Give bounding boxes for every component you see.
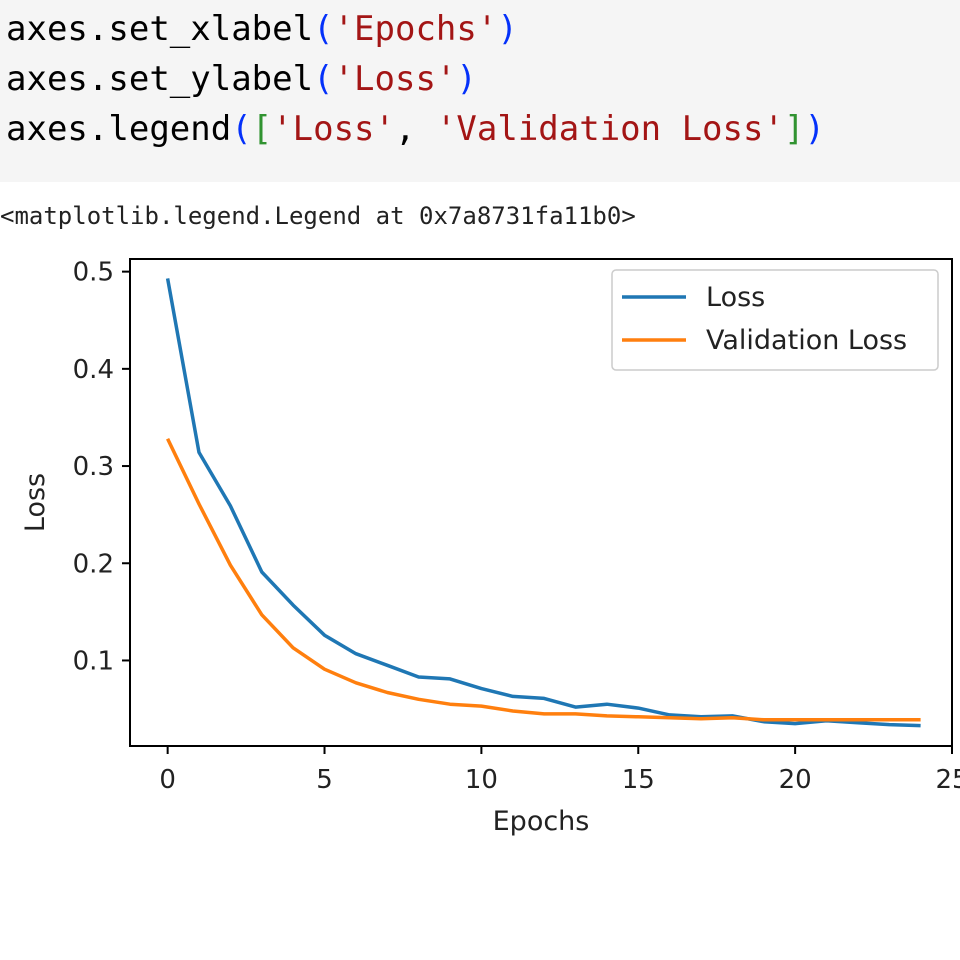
legend-label: Loss bbox=[706, 282, 765, 313]
x-tick-label: 0 bbox=[159, 765, 176, 795]
legend-label: Validation Loss bbox=[706, 325, 907, 356]
code-close-bracket: ] bbox=[783, 109, 805, 149]
code-dot: . bbox=[87, 109, 109, 149]
legend: Loss Validation Loss bbox=[611, 269, 939, 371]
code-object: axes bbox=[6, 109, 88, 149]
code-open-paren: ( bbox=[231, 109, 252, 149]
loss-chart: 0 5 10 15 20 25 0.1 0.2 0.3 0.4 0.5 Epochs Loss L… bbox=[20, 258, 960, 837]
code-string: 'Epochs' bbox=[333, 9, 498, 49]
y-tick-label: 0.3 bbox=[73, 452, 114, 482]
code-method: legend bbox=[108, 109, 232, 149]
code-cell[interactable]: axes.set_xlabel('Epochs') axes.set_ylabel… bbox=[0, 0, 960, 182]
series-line-validation-loss bbox=[166, 438, 921, 722]
code-method: set_xlabel bbox=[108, 9, 314, 49]
code-object: axes bbox=[6, 59, 88, 99]
code-comma: , bbox=[395, 109, 436, 149]
series-line-loss bbox=[165, 278, 921, 728]
x-tick-label: 5 bbox=[316, 765, 333, 795]
code-close-paren: ) bbox=[804, 109, 825, 149]
code-open-paren: ( bbox=[313, 9, 334, 49]
code-open-bracket: [ bbox=[251, 109, 273, 149]
code-object: axes bbox=[6, 9, 88, 49]
y-axis-label: Loss bbox=[20, 473, 51, 532]
code-string: 'Loss' bbox=[333, 59, 457, 99]
x-axis-label: Epochs bbox=[493, 806, 590, 837]
x-tick-label: 10 bbox=[465, 765, 498, 795]
cell-output-text: <matplotlib.legend.Legend at 0x7a8731fa1… bbox=[0, 202, 636, 230]
y-tick-label: 0.2 bbox=[73, 549, 114, 579]
x-tick-label: 15 bbox=[622, 765, 655, 795]
y-tick-label: 0.5 bbox=[73, 258, 114, 288]
x-axis: 0 5 10 15 20 25 bbox=[159, 746, 960, 795]
code-dot: . bbox=[87, 9, 109, 49]
code-close-paren: ) bbox=[497, 9, 518, 49]
x-tick-label: 20 bbox=[779, 765, 812, 795]
series-lines bbox=[165, 278, 921, 728]
code-string: 'Loss' bbox=[272, 109, 395, 149]
code-line: axes.legend(['Loss', 'Validation Loss']) bbox=[6, 104, 825, 154]
code-dot: . bbox=[87, 59, 109, 99]
legend-frame bbox=[611, 269, 939, 371]
code-line: axes.set_xlabel('Epochs') bbox=[6, 4, 518, 54]
code-method: set_ylabel bbox=[108, 59, 314, 99]
y-tick-label: 0.1 bbox=[73, 646, 114, 676]
x-tick-label: 25 bbox=[935, 765, 960, 795]
code-line: axes.set_ylabel('Loss') bbox=[6, 54, 477, 104]
y-tick-label: 0.4 bbox=[73, 355, 114, 385]
code-string: 'Validation Loss' bbox=[435, 109, 784, 149]
code-close-paren: ) bbox=[456, 59, 477, 99]
y-axis: 0.1 0.2 0.3 0.4 0.5 bbox=[73, 258, 130, 676]
code-open-paren: ( bbox=[313, 59, 334, 99]
